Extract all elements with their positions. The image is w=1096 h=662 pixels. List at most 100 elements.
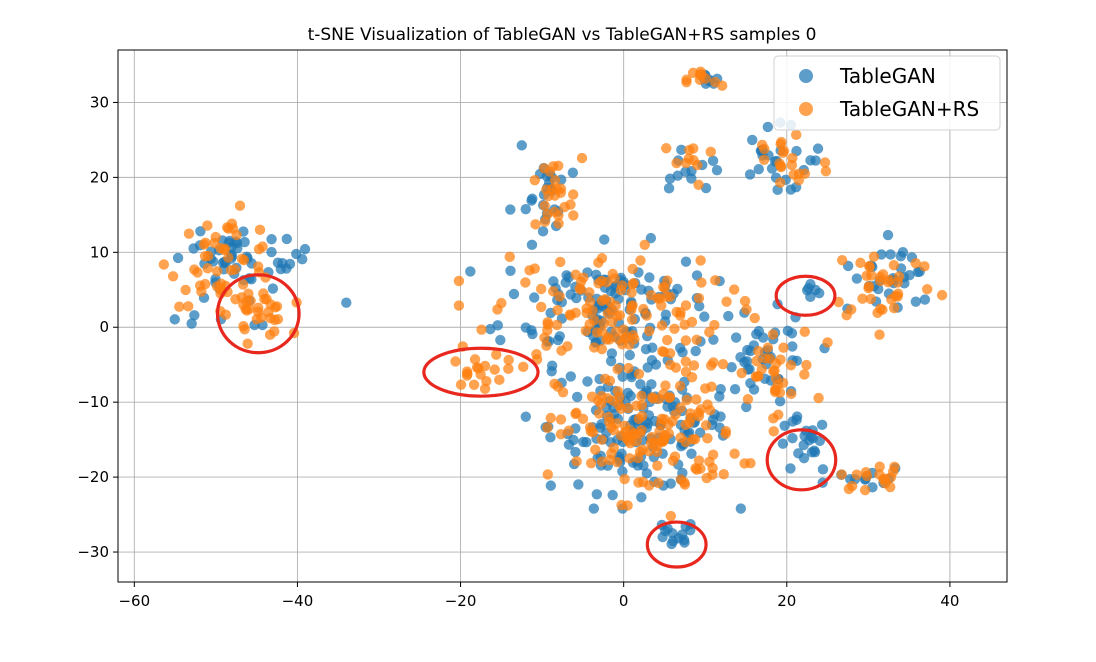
data-point bbox=[341, 297, 352, 308]
data-point bbox=[653, 477, 664, 489]
data-point bbox=[801, 285, 813, 296]
data-point bbox=[741, 401, 752, 413]
data-point bbox=[560, 277, 571, 288]
data-point bbox=[680, 256, 692, 267]
data-point bbox=[189, 264, 200, 275]
data-point bbox=[481, 375, 492, 387]
data-point bbox=[556, 345, 567, 356]
y-tick-label: −10 bbox=[77, 393, 109, 411]
data-point bbox=[693, 407, 704, 419]
data-point bbox=[520, 203, 531, 215]
data-point bbox=[822, 337, 833, 348]
data-point bbox=[479, 383, 491, 394]
data-point bbox=[660, 525, 671, 537]
data-point bbox=[875, 303, 886, 314]
data-point bbox=[717, 359, 729, 370]
data-point bbox=[624, 425, 636, 436]
data-point bbox=[799, 369, 810, 380]
data-point bbox=[198, 239, 210, 250]
data-point bbox=[631, 400, 642, 411]
data-point bbox=[226, 218, 238, 229]
data-point bbox=[584, 319, 595, 330]
data-point bbox=[775, 177, 786, 188]
data-point bbox=[887, 466, 899, 477]
data-point bbox=[715, 383, 726, 395]
data-point bbox=[596, 456, 608, 467]
data-point bbox=[516, 140, 527, 151]
data-point bbox=[693, 179, 704, 190]
data-point bbox=[626, 305, 637, 316]
data-point bbox=[570, 269, 581, 280]
data-point bbox=[591, 489, 603, 500]
data-point bbox=[695, 255, 706, 266]
data-point bbox=[880, 478, 891, 489]
data-point bbox=[265, 312, 276, 324]
data-point bbox=[623, 402, 634, 414]
data-point bbox=[541, 340, 552, 351]
data-point bbox=[604, 375, 616, 387]
data-point bbox=[873, 283, 884, 295]
data-point bbox=[465, 266, 476, 277]
data-point bbox=[476, 324, 487, 335]
data-point bbox=[461, 366, 473, 377]
data-point bbox=[183, 301, 194, 312]
data-point bbox=[708, 357, 719, 368]
data-point bbox=[624, 453, 635, 464]
data-point bbox=[468, 379, 480, 391]
data-point bbox=[628, 278, 639, 289]
data-point bbox=[599, 234, 610, 245]
data-point bbox=[189, 310, 200, 321]
data-point bbox=[741, 304, 752, 315]
data-point bbox=[576, 152, 588, 164]
data-point bbox=[636, 390, 647, 402]
series-tablegan-rs bbox=[158, 66, 948, 522]
data-point bbox=[584, 296, 596, 307]
data-point bbox=[919, 261, 930, 272]
data-point bbox=[299, 243, 311, 255]
y-tick-label: −20 bbox=[77, 468, 109, 486]
data-point bbox=[643, 480, 655, 491]
data-point bbox=[750, 371, 762, 382]
data-point bbox=[798, 452, 810, 464]
data-point bbox=[680, 356, 691, 367]
data-point bbox=[749, 312, 760, 324]
data-point bbox=[658, 388, 669, 400]
data-point bbox=[728, 284, 740, 295]
data-point bbox=[636, 284, 647, 295]
data-point bbox=[455, 379, 467, 390]
data-point bbox=[707, 449, 719, 460]
data-point bbox=[786, 388, 797, 400]
data-point bbox=[705, 146, 716, 158]
data-point bbox=[167, 271, 179, 282]
data-point bbox=[627, 263, 638, 275]
data-point bbox=[199, 278, 211, 290]
data-point bbox=[851, 469, 862, 480]
data-point bbox=[542, 422, 553, 433]
data-point bbox=[686, 448, 697, 459]
data-point bbox=[693, 455, 705, 466]
data-point bbox=[875, 275, 886, 287]
data-point bbox=[776, 136, 787, 148]
y-tick-label: 0 bbox=[99, 318, 109, 336]
data-point bbox=[680, 300, 692, 311]
data-point bbox=[624, 339, 635, 350]
annotation-ellipse bbox=[215, 273, 301, 355]
data-point bbox=[450, 356, 461, 367]
data-point bbox=[595, 398, 607, 410]
data-point bbox=[742, 393, 754, 405]
data-point bbox=[537, 226, 549, 237]
data-point bbox=[729, 448, 740, 459]
data-point bbox=[671, 157, 682, 169]
data-point bbox=[641, 468, 653, 479]
data-point bbox=[735, 503, 747, 514]
data-point bbox=[674, 310, 686, 321]
data-point bbox=[864, 261, 875, 272]
annotation-ellipse bbox=[645, 520, 708, 569]
legend: TableGAN TableGAN+RS bbox=[773, 55, 1001, 131]
data-point bbox=[688, 155, 699, 166]
data-point bbox=[851, 273, 863, 284]
data-point bbox=[744, 363, 755, 375]
data-point bbox=[254, 224, 266, 236]
data-point bbox=[936, 289, 948, 301]
